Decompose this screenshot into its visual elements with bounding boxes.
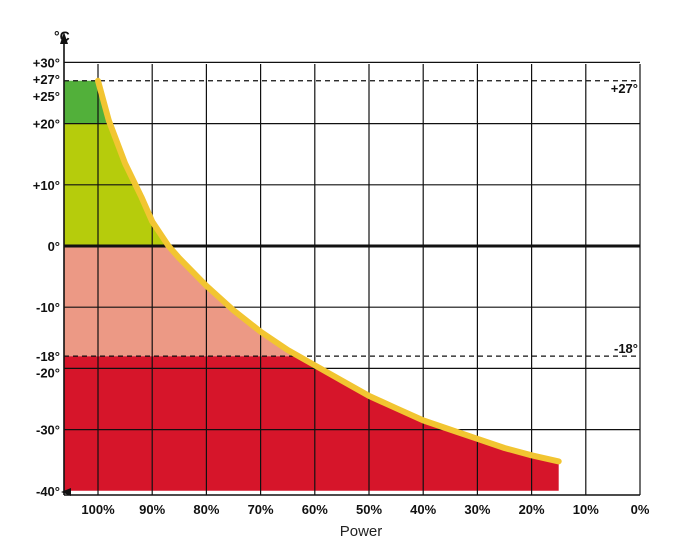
y-tick-label-4: +10°	[33, 178, 60, 193]
y-tick-label-2: +25°	[33, 89, 60, 104]
band-2	[64, 246, 299, 357]
y-tick-label-5: 0°	[48, 239, 60, 254]
x-tick-label-4: 60%	[302, 502, 328, 517]
reference-label-1: -18°	[614, 341, 638, 356]
x-tick-label-5: 50%	[356, 502, 382, 517]
x-tick-label-7: 30%	[464, 502, 490, 517]
x-tick-label-6: 40%	[410, 502, 436, 517]
reference-lines: +27° -18°	[64, 80, 640, 357]
x-tick-label-1: 90%	[139, 502, 165, 517]
y-axis-arrow	[60, 32, 68, 44]
x-tick-label-3: 70%	[248, 502, 274, 517]
x-tick-labels: 100% 90% 80% 70% 60% 50% 40% 30% 20% 10% 0%	[81, 502, 649, 517]
reference-label-0: +27°	[611, 81, 638, 96]
axes	[60, 32, 640, 496]
y-tick-label-10: -40°	[36, 484, 60, 499]
x-tick-label-8: 20%	[519, 502, 545, 517]
y-tick-label-1: +27°	[33, 72, 60, 87]
x-tick-label-0: 100%	[81, 502, 115, 517]
y-tick-label-7: -18°	[36, 349, 60, 364]
band-3	[64, 356, 559, 491]
y-tick-labels: +30° +27° +25° +20° +10° 0° -10° -18°-20° -30° -4…	[33, 55, 60, 498]
y-tick-label-9: -30°	[36, 423, 60, 438]
x-tick-label-10: 0%	[631, 502, 650, 517]
x-tick-label-2: 80%	[193, 502, 219, 517]
y-unit-label: °C	[54, 28, 70, 44]
power-curve	[95, 77, 562, 465]
x-tick-label-9: 10%	[573, 502, 599, 517]
x-axis-arrow	[61, 488, 71, 496]
y-tick-label-3: +20°	[33, 117, 60, 132]
x-axis-title: Power	[340, 523, 383, 540]
y-tick-label-0: +30°	[33, 55, 60, 70]
temperature-bands	[64, 80, 559, 491]
power-curve-line	[95, 77, 562, 465]
y-tick-label-6: -10°	[36, 300, 60, 315]
y-tick-label-8: -20°	[36, 365, 60, 380]
